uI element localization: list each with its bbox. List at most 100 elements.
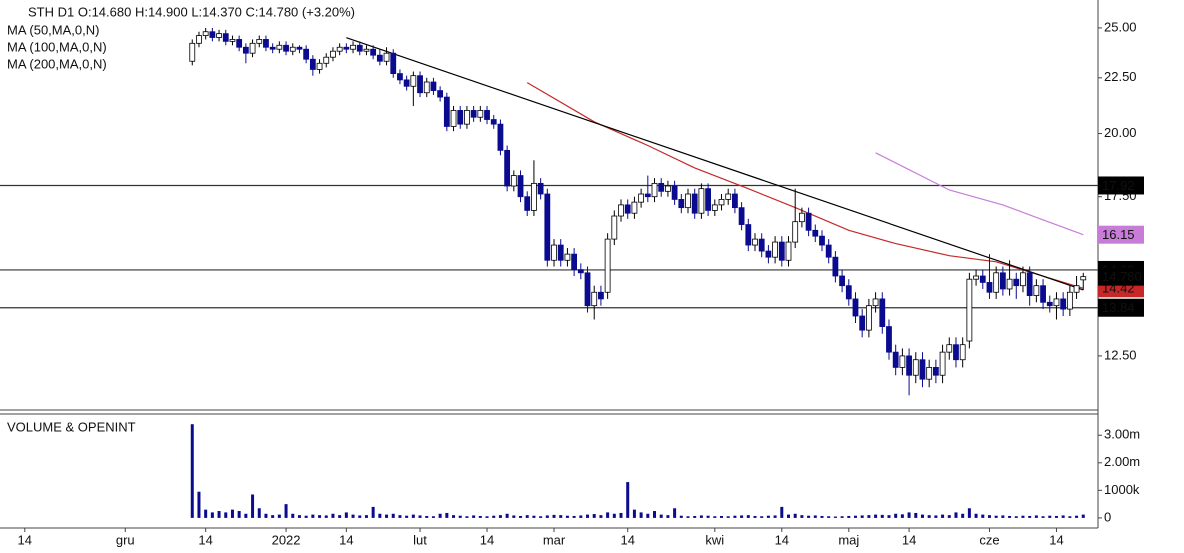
candle-body <box>591 291 598 307</box>
candle-body <box>209 31 216 38</box>
candle-body <box>892 351 899 368</box>
volume-bar <box>472 515 476 518</box>
volume-bar <box>318 515 322 518</box>
candle-body <box>403 79 410 87</box>
candle-body <box>798 212 805 223</box>
x-tick-label: gru <box>116 532 135 547</box>
candle-body <box>1080 276 1087 281</box>
volume-bar <box>492 515 496 518</box>
volume-bar <box>900 514 904 518</box>
candle-body <box>839 275 845 287</box>
panel-title: VOLUME & OPENINT <box>7 419 136 434</box>
volume-bar <box>639 512 643 518</box>
volume-bar <box>311 514 315 518</box>
volume-bar <box>1068 516 1072 518</box>
candle-body <box>1013 278 1020 287</box>
candle-body <box>973 275 979 280</box>
volume-bar <box>264 513 268 518</box>
x-tick-label: 14 <box>620 532 634 547</box>
candle-body <box>229 39 236 42</box>
candle-body <box>792 221 799 243</box>
volume-bar <box>599 515 603 518</box>
candle-body <box>410 75 417 87</box>
volume-bar <box>800 515 804 518</box>
volume-bar <box>465 516 469 518</box>
volume-bar <box>505 513 509 518</box>
candle-body <box>966 278 973 342</box>
candle-body <box>263 39 269 48</box>
candle-body <box>785 241 792 261</box>
volume-bar <box>512 515 516 518</box>
x-tick-label: cze <box>979 532 999 547</box>
price-label-box <box>1098 176 1144 195</box>
volume-bar <box>653 511 657 518</box>
candle-body <box>979 275 986 283</box>
candle-body <box>336 46 343 52</box>
candle-body <box>330 50 336 58</box>
volume-bar <box>210 512 214 518</box>
volume-bar <box>445 512 449 518</box>
candle-body <box>644 193 651 198</box>
candle-body <box>698 188 705 214</box>
volume-bar <box>251 494 255 518</box>
volume-bar <box>934 515 938 518</box>
candle-body <box>832 256 839 277</box>
candle-body <box>912 359 919 376</box>
volume-bar <box>1034 515 1038 518</box>
volume-bar <box>324 515 328 518</box>
x-tick-label: lut <box>413 532 427 547</box>
x-tick-label: 14 <box>902 532 916 547</box>
volume-bar <box>391 513 395 518</box>
volume-bar <box>351 514 355 518</box>
candle-body <box>564 253 571 261</box>
volume-bar <box>807 515 811 518</box>
volume-bar <box>452 515 456 518</box>
volume-bar <box>619 512 623 518</box>
candle-body <box>906 355 912 376</box>
volume-bar <box>1014 516 1018 518</box>
price-label-box <box>1098 298 1144 317</box>
candle-body <box>778 241 785 261</box>
candle-body <box>845 285 852 300</box>
candle-body <box>1046 301 1053 307</box>
x-tick-label: kwi <box>705 532 724 547</box>
volume-bar <box>820 515 824 518</box>
candle-body <box>999 272 1006 290</box>
volume-bar <box>338 515 342 518</box>
candle-body <box>417 75 423 94</box>
x-tick-label: 14 <box>18 532 32 547</box>
volume-bar <box>840 516 844 518</box>
volume-bar <box>753 515 757 518</box>
volume-bar <box>941 514 945 518</box>
candle-body <box>1066 291 1073 310</box>
volume-bar <box>606 512 610 518</box>
x-tick-label: 14 <box>198 532 212 547</box>
candle-body <box>819 235 825 246</box>
volume-bar <box>586 514 590 518</box>
price-label-box <box>1098 225 1144 244</box>
volume-bar <box>827 516 831 518</box>
volume-bar <box>291 513 295 518</box>
volume-bar <box>974 513 978 518</box>
candle-body <box>752 238 758 246</box>
volume-bar <box>237 511 241 518</box>
candle-body <box>852 298 859 317</box>
candle-body <box>470 110 477 118</box>
volume-bar <box>954 512 958 518</box>
candle-body <box>1020 272 1026 287</box>
volume-bar <box>612 513 616 518</box>
volume-bar <box>271 515 275 518</box>
volume-bar <box>733 515 737 518</box>
candle-body <box>986 282 993 293</box>
y-tick-label: 0 <box>1104 509 1111 524</box>
volume-bar <box>485 516 489 518</box>
y-tick-label: 12.50 <box>1104 347 1137 362</box>
candle-body <box>859 315 866 331</box>
volume-bar <box>847 515 851 518</box>
volume-bar <box>431 516 435 518</box>
candle-body <box>1060 298 1067 310</box>
candle-body <box>524 196 531 211</box>
volume-bar <box>987 515 991 518</box>
volume-bar <box>1081 514 1085 518</box>
